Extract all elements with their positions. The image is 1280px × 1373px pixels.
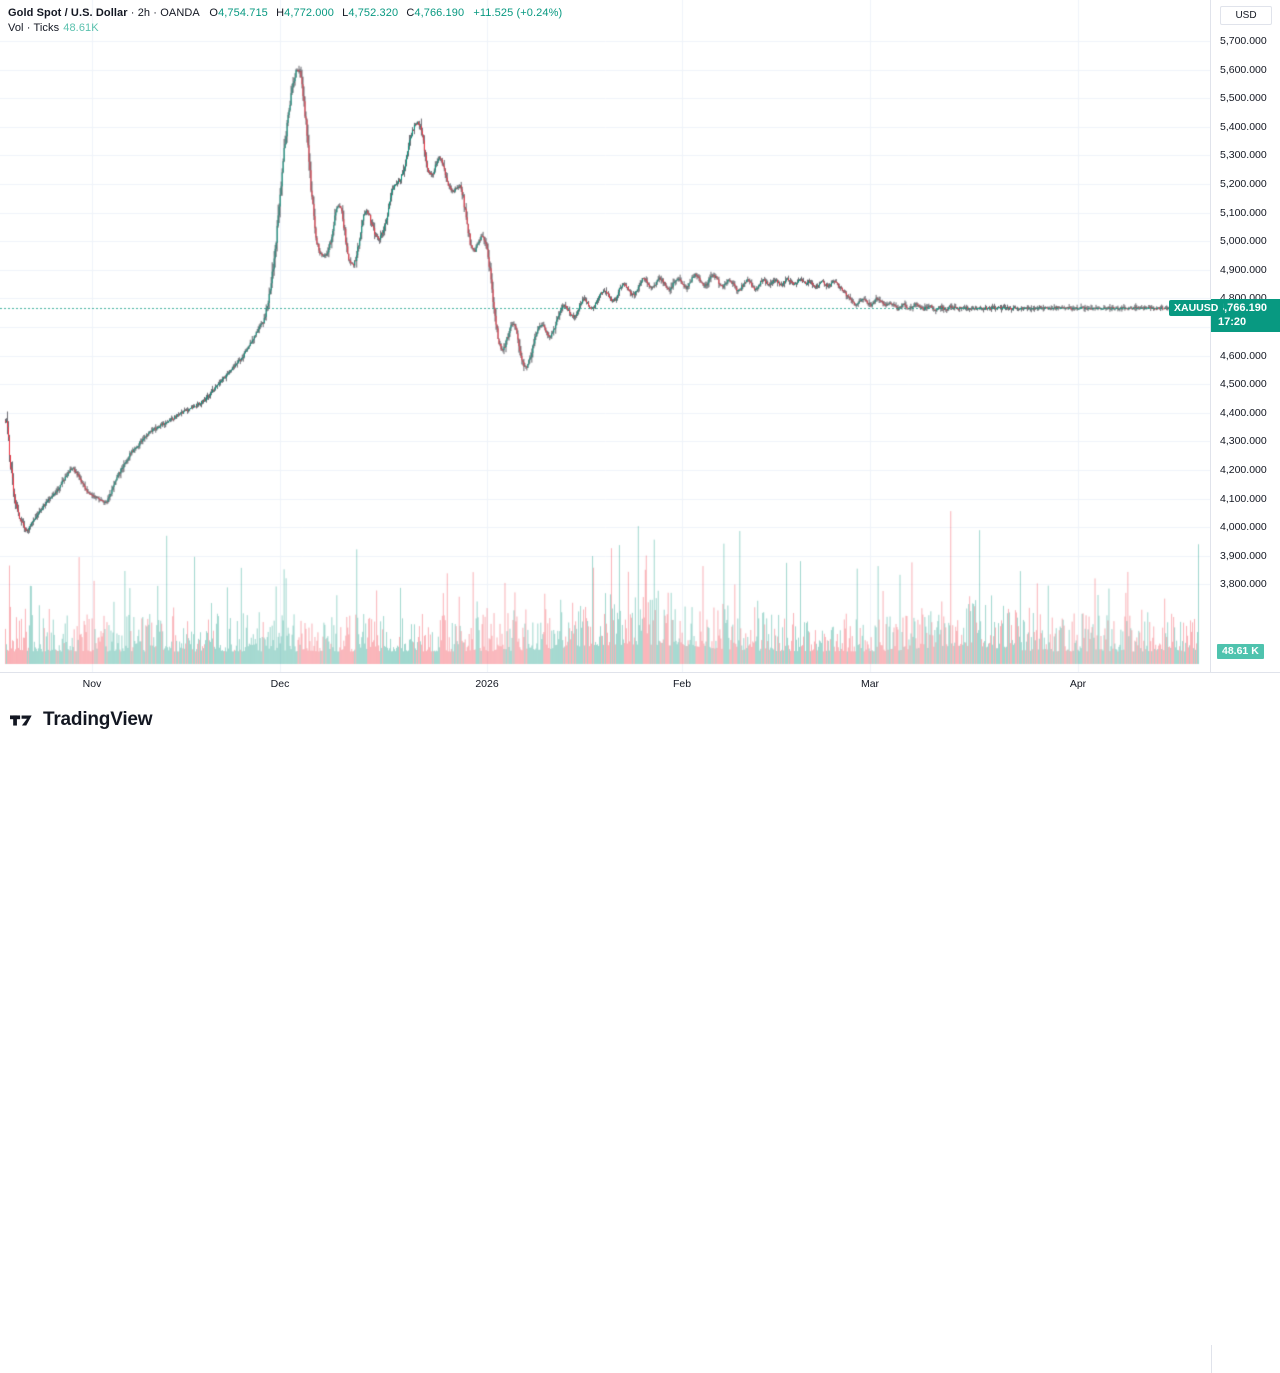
price-tick: 5,600.000 [1220,63,1267,76]
price-tick: 3,800.000 [1220,578,1267,591]
legend-volume-title: Vol · Ticks [8,22,60,34]
last-price-badge: 4,766.190 17:20 [1211,299,1280,333]
price-tick: 4,900.000 [1220,263,1267,276]
price-tick: 3,900.000 [1220,549,1267,562]
tradingview-logo[interactable]: TradingView [10,709,153,731]
price-tick: 4,100.000 [1220,492,1267,505]
last-price-value: 4,766.190 [1218,302,1267,315]
legend-high-key: H [276,7,285,19]
price-scale[interactable]: USD 5,700.000 5,600.000 5,500.000 5,400.000… [1210,0,1280,672]
legend-separator-1: · [127,7,138,19]
price-tick: 5,700.000 [1220,35,1267,47]
bottom-bar: TradingView [0,700,1280,745]
price-tick: 5,100.000 [1220,206,1267,219]
legend-change: +11.525 (+0.24%) [473,7,563,19]
time-tick: Mar [860,678,880,690]
time-tick: Apr [1069,678,1087,690]
time-tick: 2026 [475,678,499,690]
price-tick: 5,300.000 [1220,149,1267,162]
price-tick: 5,200.000 [1220,178,1267,190]
legend-separator-2: · [150,7,161,19]
price-tick: 4,000.000 [1220,521,1267,534]
price-tick: 4,300.000 [1220,435,1267,448]
volume-badge: 48.61 K [1217,644,1264,659]
currency-label[interactable]: USD [1220,6,1272,25]
legend-high-value: 4,772.000 [284,7,334,19]
last-price-time: 17:20 [1218,316,1247,329]
legend-close-value: 4,766.190 [414,7,465,19]
price-tick: 5,000.000 [1220,235,1267,248]
symbol-tag[interactable]: XAUUSD [1169,300,1224,317]
time-scale-corner [1211,1345,1280,1373]
legend-interval[interactable]: 2h [137,7,151,19]
price-tick: 4,600.000 [1220,349,1267,362]
legend-close-key: C [406,7,415,19]
time-scale[interactable]: Nov Dec 2026 Feb Mar Apr [0,672,1280,1373]
price-chart-canvas[interactable] [0,0,1211,672]
price-tick: 5,500.000 [1220,92,1267,105]
legend-low-key: L [342,7,349,19]
legend-symbol-row[interactable]: Gold Spot / U.S. Dollar · 2h · OANDA O4,… [8,6,562,21]
legend-open-key: O [209,7,219,19]
legend-exchange: OANDA [160,7,200,19]
legend-symbol-name[interactable]: Gold Spot / U.S. Dollar [8,7,128,19]
legend-volume-row[interactable]: Vol · Ticks 48.61K [8,21,562,36]
price-tick: 4,500.000 [1220,378,1267,391]
chart-legend: Gold Spot / U.S. Dollar · 2h · OANDA O4,… [8,6,562,36]
price-tick: 4,400.000 [1220,406,1267,419]
price-tick: 4,200.000 [1220,464,1267,476]
legend-volume-value: 48.61K [63,22,99,34]
time-tick: Dec [270,678,290,690]
legend-low-value: 4,752.320 [348,7,399,19]
time-tick: Nov [82,678,102,690]
tradingview-wordmark: TradingView [43,709,153,730]
legend-open-value: 4,754.715 [218,7,268,19]
tradingview-mark-icon [10,714,32,726]
chart-pane[interactable] [0,0,1211,672]
price-tick: 5,400.000 [1220,120,1267,133]
time-tick: Feb [672,678,692,690]
